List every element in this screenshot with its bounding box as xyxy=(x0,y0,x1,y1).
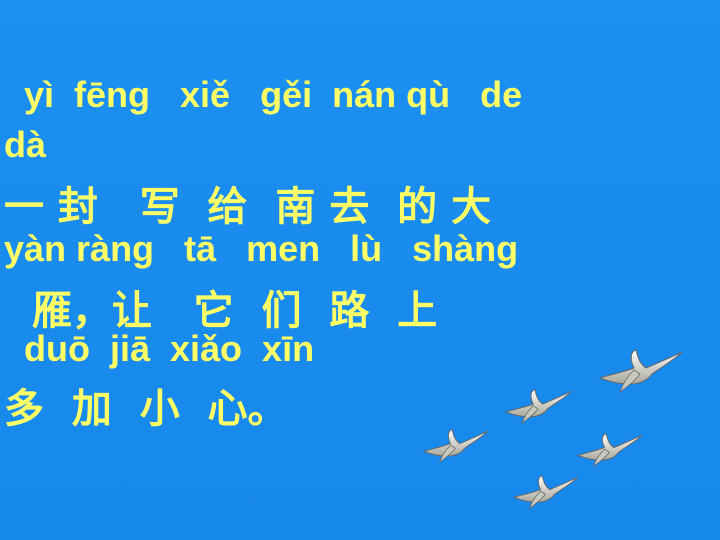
flying-geese-icon xyxy=(422,349,683,510)
hanzi-line-3: 多 加 小 心。 xyxy=(4,386,288,432)
pinyin-line-2: dà xyxy=(4,124,47,165)
hanzi-line-2: 雁，让 它 们 路 上 xyxy=(4,288,438,334)
hanzi-line-1: 一 封 写 给 南 去 的 大 xyxy=(4,184,492,230)
goose-icon xyxy=(422,428,489,464)
goose-icon xyxy=(576,432,643,468)
pinyin-line-1: yì fēng xiě gěi nán qù de xyxy=(4,74,523,115)
goose-icon xyxy=(512,474,579,510)
goose-icon xyxy=(504,388,572,425)
goose-icon xyxy=(598,349,683,394)
pinyin-line-3: yàn ràng tā men lù shàng xyxy=(4,228,519,269)
pinyin-line-4: duō jiā xiǎo xīn xyxy=(4,328,315,369)
